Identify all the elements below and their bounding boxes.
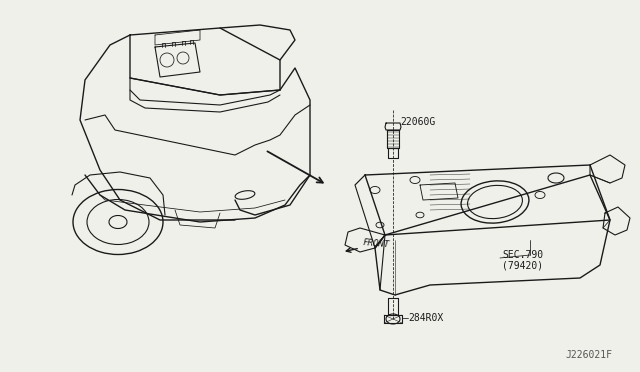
Text: (79420): (79420) xyxy=(502,260,543,270)
Text: 22060G: 22060G xyxy=(400,117,435,127)
Text: 284R0X: 284R0X xyxy=(408,313,444,323)
Text: SEC.790: SEC.790 xyxy=(502,250,543,260)
Text: FRONT: FRONT xyxy=(362,238,390,250)
Text: J226021F: J226021F xyxy=(565,350,612,360)
